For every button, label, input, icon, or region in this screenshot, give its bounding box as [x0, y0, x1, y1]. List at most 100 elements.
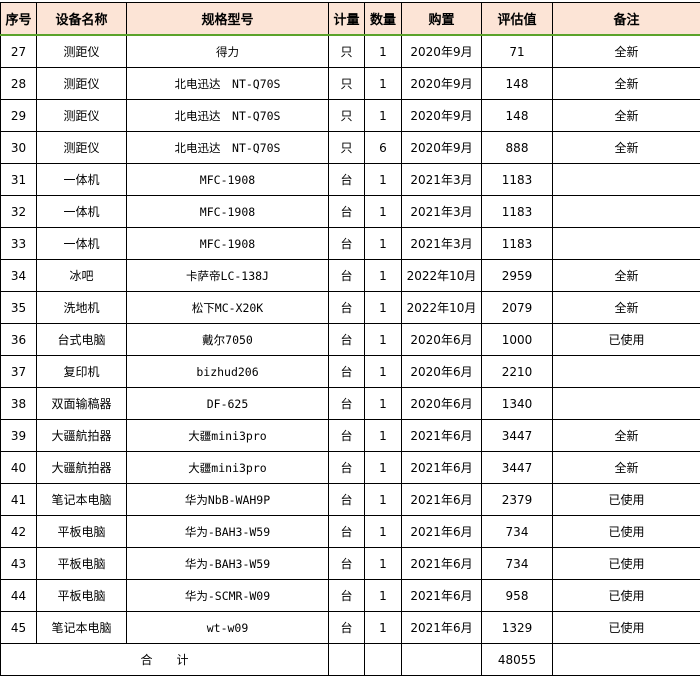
cell-index: 31 [1, 164, 37, 196]
cell-empty [365, 644, 402, 676]
cell-model: 华为-BAH3-W59 [127, 516, 329, 548]
cell-index: 36 [1, 324, 37, 356]
cell-unit: 台 [329, 356, 365, 388]
cell-value: 2379 [482, 484, 553, 516]
cell-remark [553, 196, 700, 228]
cell-unit: 台 [329, 196, 365, 228]
cell-index: 45 [1, 612, 37, 644]
cell-index: 42 [1, 516, 37, 548]
header-unit: 计量 [329, 3, 365, 36]
cell-quantity: 1 [365, 196, 402, 228]
cell-index: 27 [1, 35, 37, 68]
cell-device-name: 测距仪 [37, 100, 127, 132]
cell-purchase-date: 2020年6月 [402, 356, 482, 388]
cell-model: 北电迅达 NT-Q70S [127, 132, 329, 164]
cell-remark [553, 388, 700, 420]
cell-empty [329, 644, 365, 676]
cell-model: 戴尔7050 [127, 324, 329, 356]
cell-model: MFC-1908 [127, 164, 329, 196]
cell-remark: 全新 [553, 292, 700, 324]
cell-unit: 台 [329, 388, 365, 420]
cell-value: 734 [482, 548, 553, 580]
cell-value: 2210 [482, 356, 553, 388]
cell-remark [553, 228, 700, 260]
cell-value: 1183 [482, 228, 553, 260]
cell-quantity: 1 [365, 452, 402, 484]
cell-quantity: 1 [365, 580, 402, 612]
cell-purchase-date: 2021年3月 [402, 164, 482, 196]
cell-remark: 全新 [553, 132, 700, 164]
cell-device-name: 笔记本电脑 [37, 612, 127, 644]
cell-purchase-date: 2021年3月 [402, 228, 482, 260]
cell-remark: 已使用 [553, 324, 700, 356]
cell-quantity: 1 [365, 612, 402, 644]
cell-quantity: 1 [365, 548, 402, 580]
cell-purchase-date: 2021年6月 [402, 612, 482, 644]
cell-device-name: 一体机 [37, 228, 127, 260]
cell-quantity: 1 [365, 388, 402, 420]
cell-device-name: 平板电脑 [37, 580, 127, 612]
cell-unit: 台 [329, 164, 365, 196]
cell-purchase-date: 2021年6月 [402, 516, 482, 548]
cell-purchase-date: 2022年10月 [402, 260, 482, 292]
cell-purchase-date: 2021年6月 [402, 452, 482, 484]
cell-index: 35 [1, 292, 37, 324]
cell-device-name: 复印机 [37, 356, 127, 388]
cell-remark [553, 356, 700, 388]
cell-value: 1340 [482, 388, 553, 420]
cell-index: 38 [1, 388, 37, 420]
cell-remark: 已使用 [553, 612, 700, 644]
cell-purchase-date: 2021年6月 [402, 580, 482, 612]
cell-model: wt-w09 [127, 612, 329, 644]
cell-quantity: 1 [365, 484, 402, 516]
cell-device-name: 洗地机 [37, 292, 127, 324]
cell-value: 71 [482, 35, 553, 68]
cell-device-name: 测距仪 [37, 68, 127, 100]
cell-purchase-date: 2020年6月 [402, 388, 482, 420]
cell-unit: 台 [329, 612, 365, 644]
cell-model: 大疆mini3pro [127, 452, 329, 484]
cell-model: MFC-1908 [127, 228, 329, 260]
cell-value: 148 [482, 68, 553, 100]
cell-value: 888 [482, 132, 553, 164]
cell-index: 40 [1, 452, 37, 484]
cell-index: 41 [1, 484, 37, 516]
cell-device-name: 大疆航拍器 [37, 420, 127, 452]
cell-value: 958 [482, 580, 553, 612]
cell-model: 华为-BAH3-W59 [127, 548, 329, 580]
cell-device-name: 冰吧 [37, 260, 127, 292]
cell-remark: 全新 [553, 68, 700, 100]
cell-purchase-date: 2020年6月 [402, 324, 482, 356]
cell-remark: 全新 [553, 260, 700, 292]
cell-index: 39 [1, 420, 37, 452]
header-remark: 备注 [553, 3, 700, 36]
cell-value: 3447 [482, 420, 553, 452]
cell-index: 34 [1, 260, 37, 292]
cell-model: 卡萨帝LC-138J [127, 260, 329, 292]
cell-quantity: 1 [365, 35, 402, 68]
cell-quantity: 6 [365, 132, 402, 164]
cell-value: 1183 [482, 196, 553, 228]
cell-model: 北电迅达 NT-Q70S [127, 100, 329, 132]
cell-value: 1000 [482, 324, 553, 356]
cell-remark: 全新 [553, 100, 700, 132]
cell-unit: 只 [329, 35, 365, 68]
cell-model: 大疆mini3pro [127, 420, 329, 452]
cell-quantity: 1 [365, 356, 402, 388]
cell-purchase-date: 2020年9月 [402, 100, 482, 132]
cell-purchase-date: 2021年3月 [402, 196, 482, 228]
cell-remark: 全新 [553, 420, 700, 452]
cell-unit: 台 [329, 228, 365, 260]
cell-value: 2959 [482, 260, 553, 292]
cell-model: 松下MC-X20K [127, 292, 329, 324]
cell-purchase-date: 2020年9月 [402, 35, 482, 68]
cell-unit: 台 [329, 484, 365, 516]
cell-remark: 已使用 [553, 580, 700, 612]
